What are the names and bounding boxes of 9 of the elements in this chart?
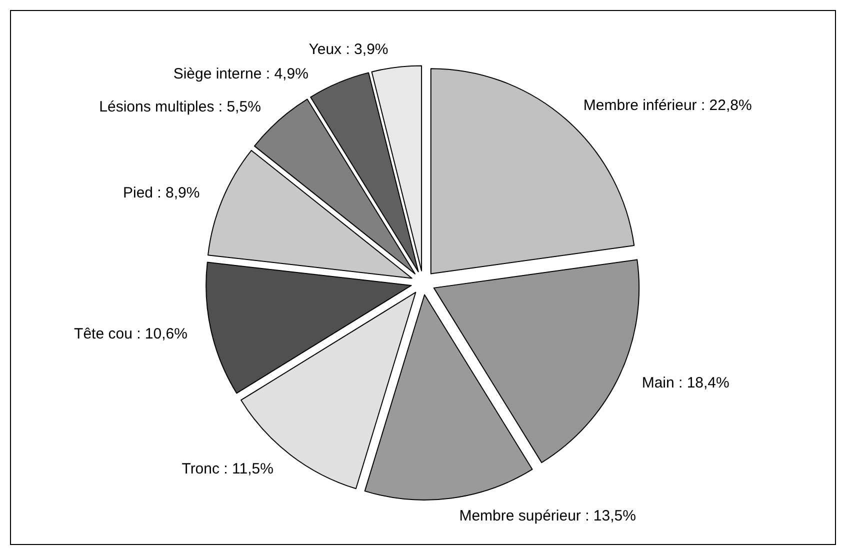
slice-label: Yeux : 3,9% — [308, 40, 388, 58]
slice-label: Siège interne : 4,9% — [173, 66, 308, 83]
slice-label: Tête cou : 10,6% — [74, 326, 188, 343]
slice-label: Tronc : 11,5% — [182, 460, 274, 478]
slice-label: Membre supérieur : 13,5% — [459, 508, 636, 525]
slice-label: Lésions multiples : 5,5% — [99, 98, 261, 116]
slice-label: Main : 18,4% — [642, 374, 730, 392]
slice-label: Membre inférieur : 22,8% — [583, 96, 752, 114]
slice-label: Pied : 8,9% — [122, 184, 200, 202]
